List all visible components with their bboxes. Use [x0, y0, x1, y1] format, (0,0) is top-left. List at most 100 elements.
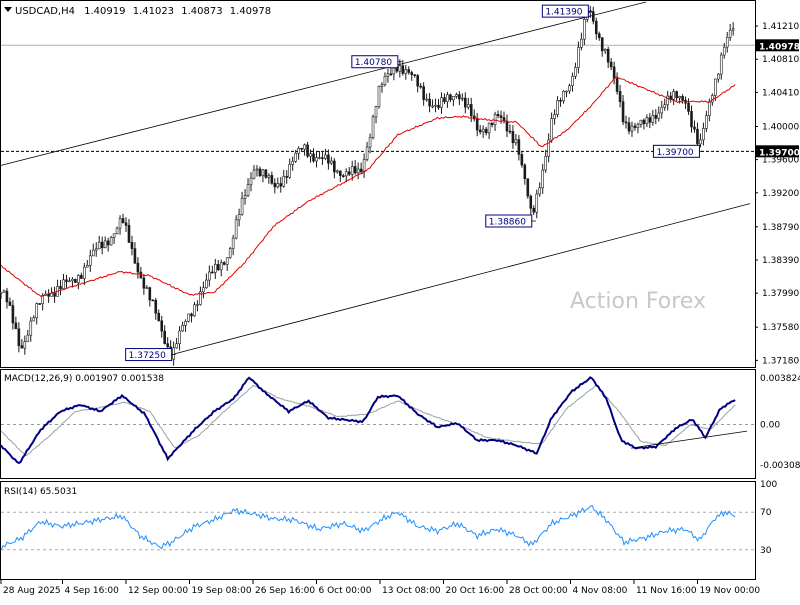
- candle-body: [65, 279, 68, 282]
- candle-body: [225, 257, 229, 265]
- candle-body: [288, 164, 292, 178]
- candle-body: [702, 128, 705, 141]
- candle-body: [338, 170, 342, 176]
- price-tick-label: 1.37580: [762, 323, 799, 333]
- candle-body: [175, 343, 178, 349]
- candle-body: [657, 112, 661, 119]
- candle-body: [627, 122, 631, 132]
- candle-body: [196, 304, 199, 306]
- candle-body: [86, 265, 89, 268]
- price-candles: [0, 5, 735, 366]
- candle-body: [41, 295, 44, 305]
- candle-body: [690, 111, 693, 128]
- rsi-tick-label: 30: [760, 546, 772, 556]
- candle-body: [386, 73, 390, 77]
- candle-body: [297, 147, 300, 154]
- candle-body: [446, 94, 449, 102]
- price-tick-label: 1.37180: [762, 356, 799, 366]
- candle-body: [728, 29, 732, 38]
- candle-body: [538, 187, 542, 195]
- time-tick-label: 19 Sep 08:00: [192, 586, 252, 596]
- candle-body: [496, 114, 500, 117]
- candle-body: [190, 313, 193, 317]
- candle-body: [505, 120, 509, 132]
- candle-body: [8, 301, 12, 306]
- candle-body: [205, 279, 208, 289]
- candle-body: [154, 299, 158, 314]
- candle-body: [395, 67, 399, 72]
- candle-body: [553, 114, 556, 119]
- candle-body: [23, 341, 27, 349]
- candle-body: [687, 102, 690, 112]
- price-tick-label: 1.41210: [762, 22, 799, 32]
- dropdown-triangle-icon[interactable]: [4, 7, 12, 12]
- annotation-label: 1.40780: [355, 58, 392, 68]
- candle-body: [428, 98, 431, 107]
- candle-body: [469, 104, 473, 117]
- support-level-label: 1.39700: [759, 148, 800, 158]
- candle-body: [517, 139, 521, 155]
- macd-tick-label: -0.003084: [760, 461, 800, 471]
- candle-body: [725, 36, 729, 48]
- candle-body: [434, 104, 437, 107]
- candle-body: [568, 85, 571, 92]
- candle-body: [231, 237, 235, 249]
- price-tick-label: 1.38790: [762, 223, 799, 233]
- annotation-label: 1.41390: [545, 8, 582, 18]
- symbol-label: USDCAD,H4: [15, 6, 75, 17]
- rsi-layer: 100 70 30: [0, 480, 777, 556]
- candle-body: [458, 94, 461, 100]
- candle-body: [541, 169, 544, 189]
- macd-trendline: [630, 430, 748, 449]
- annotation-box: [652, 144, 700, 158]
- price-channel: [0, 1, 751, 355]
- time-tick-label: 13 Oct 08:00: [382, 586, 441, 596]
- price-tick-label: 1.40000: [762, 122, 799, 132]
- open-value: 1.40919: [84, 6, 125, 17]
- candle-body: [511, 131, 515, 144]
- moving-average-line: [0, 76, 736, 297]
- candle-body: [642, 119, 646, 125]
- candle-body: [318, 157, 321, 159]
- candle-body: [285, 176, 289, 178]
- candle-body: [645, 117, 649, 125]
- svg-text:USDCAD,H4 1.40919: USDCAD,H4 1.40919 1.41023 1.40873 1.4097…: [15, 6, 271, 17]
- annotation-label: 1.37250: [129, 351, 166, 361]
- candle-body: [193, 304, 196, 317]
- candle-body: [222, 262, 226, 265]
- candle-body: [556, 100, 559, 115]
- candle-body: [32, 317, 36, 322]
- candle-body: [106, 240, 110, 246]
- candle-body: [371, 116, 375, 138]
- candle-body: [633, 125, 637, 128]
- candle-body: [103, 240, 107, 249]
- candle-body: [526, 178, 530, 197]
- candle-body: [597, 33, 601, 39]
- time-tick-label: 19 Nov 00:00: [699, 586, 760, 596]
- candle-body: [20, 345, 24, 349]
- candle-body: [410, 72, 414, 75]
- candle-body: [136, 262, 140, 273]
- candle-body: [145, 287, 149, 289]
- candle-body: [228, 248, 232, 258]
- candle-body: [466, 104, 470, 108]
- candle-body: [523, 164, 527, 180]
- macd-main-line: [0, 376, 736, 465]
- candle-body: [380, 84, 384, 87]
- candle-body: [699, 139, 702, 145]
- candle-body: [401, 65, 405, 74]
- candle-body: [208, 271, 211, 281]
- candle-body: [654, 115, 658, 119]
- time-tick-label: 20 Oct 16:00: [445, 586, 504, 596]
- current-price-tag: [756, 39, 799, 52]
- candle-body: [422, 86, 425, 100]
- rsi-tick-label: 100: [760, 480, 777, 490]
- chart-header: USDCAD,H4 1.40919 1.41023 1.40873 1.4097…: [4, 6, 271, 17]
- candle-body: [669, 95, 672, 100]
- current-price-label: 1.40978: [759, 42, 800, 52]
- candle-body: [2, 290, 6, 293]
- candle-body: [336, 170, 339, 173]
- candle-body: [475, 118, 479, 131]
- candle-body: [714, 78, 717, 96]
